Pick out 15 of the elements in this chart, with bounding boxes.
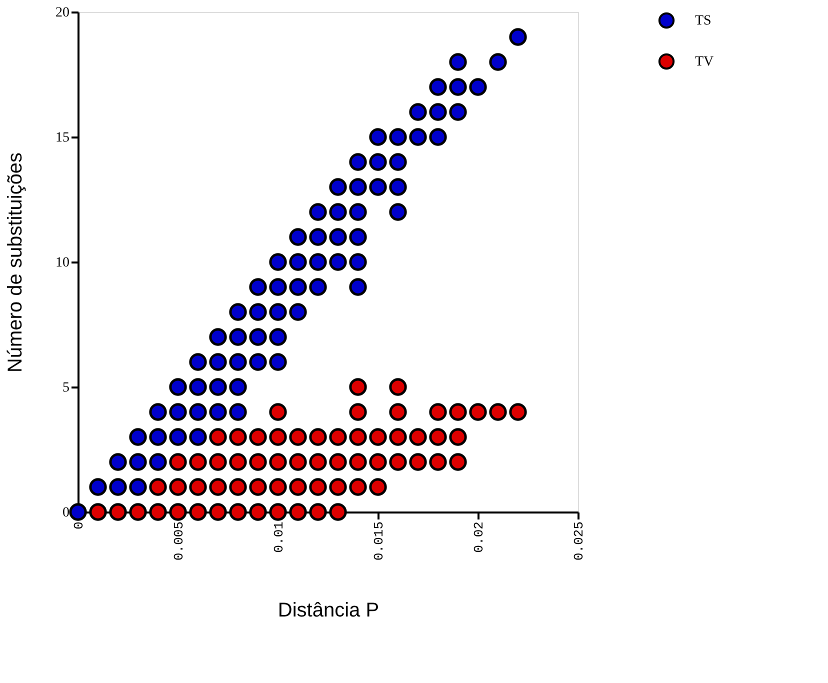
y-tick-label: 10 — [56, 256, 70, 270]
x-tick-label: 0.01 — [272, 521, 286, 553]
x-tick-label: 0.02 — [472, 522, 486, 553]
legend-label: TV — [695, 54, 714, 70]
y-axis-title: Número de substituições — [4, 152, 26, 373]
x-tick-label: 0.015 — [372, 522, 386, 561]
y-tick-label: 20 — [56, 6, 70, 20]
y-tick-label: 15 — [56, 130, 70, 146]
y-tick-label: 0 — [62, 506, 70, 520]
x-tick-label: 0 — [72, 522, 86, 530]
y-tick-label: 5 — [62, 380, 70, 396]
x-tick-label: 0.005 — [172, 522, 186, 561]
x-axis-title: Distância P — [278, 600, 380, 622]
x-tick-label: 0.025 — [572, 522, 586, 561]
legend-label: TS — [695, 14, 712, 28]
